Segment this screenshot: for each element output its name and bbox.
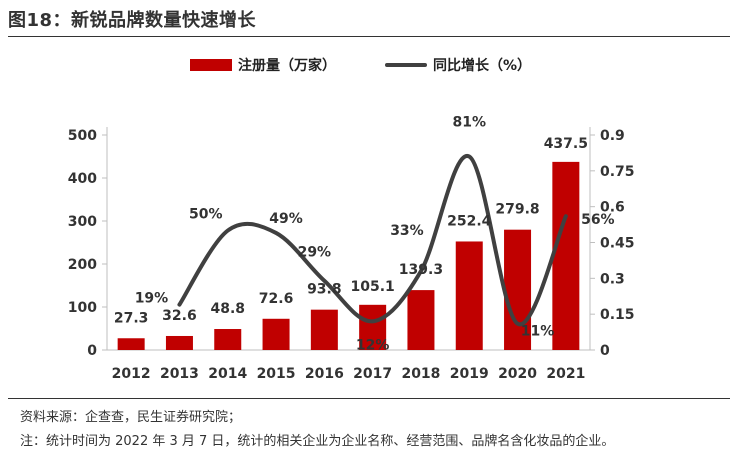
bar (214, 329, 242, 350)
x-axis-tick-label: 2019 (450, 366, 489, 382)
line-data-label: 11% (521, 324, 555, 340)
bar-data-label: 27.3 (114, 310, 149, 326)
bar-data-label: 279.8 (495, 202, 539, 218)
right-axis-tick-label: 0.9 (600, 128, 625, 144)
x-axis-tick-label: 2012 (112, 366, 151, 382)
line-data-label: 56% (581, 212, 615, 228)
bar-data-label: 48.8 (210, 301, 245, 317)
right-axis-tick-label: 0.15 (600, 307, 635, 323)
footnote: 注：统计时间为 2022 年 3 月 7 日，统计的相关企业为企业名称、经营范围… (20, 434, 615, 449)
legend-line-label: 同比增长（%） (433, 58, 532, 74)
bar (504, 229, 532, 350)
bar (165, 335, 193, 350)
bar (455, 241, 483, 350)
x-axis-tick-label: 2016 (305, 366, 344, 382)
line-data-label: 33% (390, 223, 424, 239)
x-axis-tick-label: 2018 (401, 366, 440, 382)
bar (359, 304, 387, 350)
x-axis-tick-label: 2015 (257, 366, 296, 382)
x-axis-tick-label: 2014 (208, 366, 247, 382)
bar-data-label: 32.6 (162, 308, 197, 324)
x-axis-tick-label: 2021 (546, 366, 585, 382)
line-data-label: 81% (452, 115, 486, 131)
source-note: 资料来源：企查查，民生证券研究院； (20, 410, 242, 425)
bar-data-label: 105.1 (351, 279, 395, 295)
bar (310, 309, 338, 350)
line-data-label: 29% (298, 245, 332, 261)
line-data-label: 49% (269, 211, 303, 227)
left-axis-tick-label: 0 (87, 343, 97, 359)
right-axis-tick-label: 0.75 (600, 164, 635, 180)
left-axis-tick-label: 500 (68, 128, 97, 144)
bar-data-label: 72.6 (259, 291, 294, 307)
line-data-label: 50% (189, 207, 223, 223)
bar (262, 318, 290, 350)
right-axis-tick-label: 0.45 (600, 236, 635, 252)
bar-data-label: 139.3 (399, 262, 443, 278)
bar-data-label: 252.4 (447, 213, 492, 229)
legend-bar: 注册量（万家） (190, 55, 336, 75)
title-divider (8, 36, 730, 37)
chart-title: 图18：新锐品牌数量快速增长 (8, 10, 257, 31)
left-axis-tick-label: 100 (68, 300, 97, 316)
right-axis-tick-label: 0.6 (600, 200, 625, 216)
right-axis-tick-label: 0 (600, 343, 610, 359)
bar (407, 290, 435, 350)
left-axis-tick-label: 200 (68, 257, 97, 273)
legend-bar-swatch (190, 59, 232, 71)
bar-data-label: 437.5 (544, 136, 588, 152)
bar-data-label: 93.8 (307, 282, 342, 298)
x-axis-tick-label: 2020 (498, 366, 537, 382)
line-data-label: 12% (356, 337, 390, 353)
left-axis-tick-label: 300 (68, 214, 97, 230)
left-axis-tick-label: 400 (68, 171, 97, 187)
right-axis-tick-label: 0.3 (600, 271, 625, 287)
x-axis-tick-label: 2017 (353, 366, 392, 382)
legend-line-swatch (385, 63, 427, 67)
legend-line: 同比增长（%） (385, 55, 531, 75)
bar (117, 338, 145, 350)
x-axis-tick-label: 2013 (160, 366, 199, 382)
footer-divider (8, 398, 730, 399)
line-data-label: 19% (135, 291, 169, 307)
legend-bar-label: 注册量（万家） (238, 58, 336, 74)
bar (552, 161, 580, 350)
combo-chart: 0 100 200 300 400 500 0 0.15 0.3 0.45 0.6 0.75 0.9 20… (68, 115, 635, 383)
growth-line (177, 154, 568, 327)
